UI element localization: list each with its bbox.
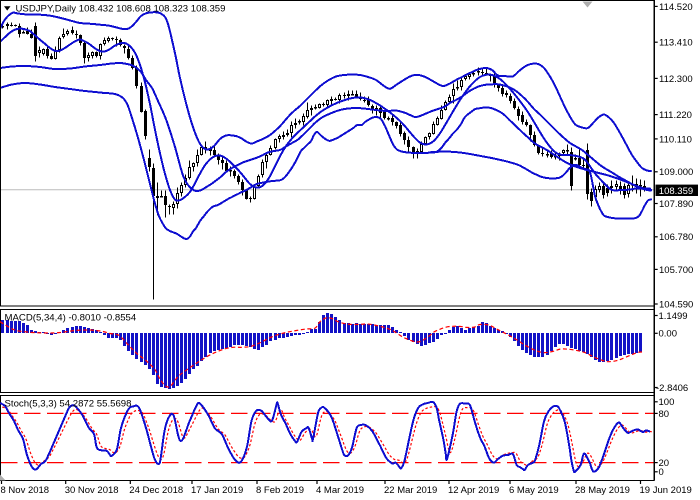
svg-text:110.110: 110.110 [659, 134, 692, 145]
svg-text:111.220: 111.220 [659, 110, 692, 121]
svg-text:22 Mar 2019: 22 Mar 2019 [384, 485, 437, 496]
svg-text:100: 100 [659, 397, 675, 408]
svg-text:6 May 2019: 6 May 2019 [509, 485, 559, 496]
svg-text:0.00: 0.00 [659, 329, 678, 340]
svg-text:8 Feb 2019: 8 Feb 2019 [256, 485, 304, 496]
svg-text:104.590: 104.590 [659, 299, 693, 310]
svg-text:109.000: 109.000 [659, 167, 693, 178]
svg-text:28 May 2019: 28 May 2019 [575, 485, 630, 496]
svg-text:24 Dec 2018: 24 Dec 2018 [129, 485, 183, 496]
svg-text:114.520: 114.520 [659, 2, 693, 13]
svg-text:-2.8406: -2.8406 [656, 383, 688, 394]
svg-text:12 Apr 2019: 12 Apr 2019 [448, 485, 499, 496]
svg-text:MACD(5,34,4) -0.8010 -0.8554: MACD(5,34,4) -0.8010 -0.8554 [5, 312, 137, 323]
svg-text:106.780: 106.780 [659, 232, 693, 243]
svg-text:108.359: 108.359 [659, 186, 693, 197]
svg-text:1.1499: 1.1499 [659, 311, 688, 322]
svg-text:USDJPY,Daily 108.432 108.608: USDJPY,Daily 108.432 108.608 108.323 108… [16, 3, 226, 14]
svg-text:19 Jun 2019: 19 Jun 2019 [640, 485, 692, 496]
svg-text:17 Jan 2019: 17 Jan 2019 [191, 485, 243, 496]
svg-text:30 Nov 2018: 30 Nov 2018 [65, 485, 119, 496]
svg-text:105.700: 105.700 [659, 265, 693, 276]
svg-text:112.300: 112.300 [659, 74, 693, 85]
svg-text:113.410: 113.410 [659, 38, 693, 49]
svg-text:107.890: 107.890 [659, 199, 693, 210]
svg-text:80: 80 [659, 409, 670, 420]
svg-text:4 Mar 2019: 4 Mar 2019 [316, 485, 364, 496]
svg-text:Stoch(5,3,3) 54.2872 55.5698: Stoch(5,3,3) 54.2872 55.5698 [5, 398, 132, 409]
svg-text:20: 20 [659, 458, 670, 469]
svg-text:0: 0 [659, 467, 664, 478]
svg-text:8 Nov 2018: 8 Nov 2018 [1, 485, 50, 496]
